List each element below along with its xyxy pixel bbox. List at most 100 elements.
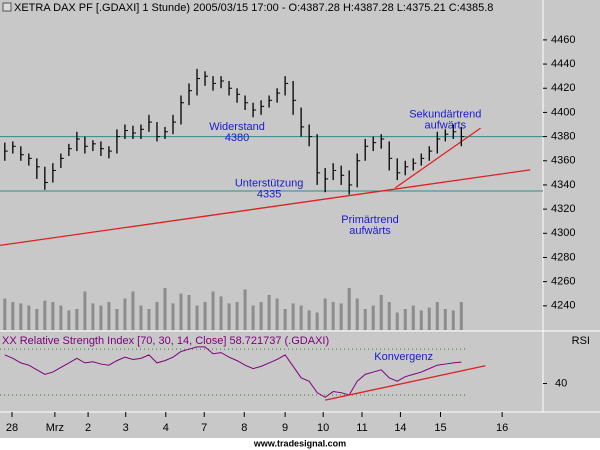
volume-bar xyxy=(179,293,183,330)
volume-bar xyxy=(139,305,143,330)
volume-bar xyxy=(403,309,407,330)
volume-bar xyxy=(443,309,447,330)
x-tick-label: 4 xyxy=(163,422,169,434)
volume-bar xyxy=(315,312,319,330)
volume-bar xyxy=(331,302,335,330)
annotation: Primärtrend xyxy=(341,214,398,226)
rsi-trend-line xyxy=(325,365,486,401)
y-tick-label: 4400 xyxy=(551,106,575,118)
x-tick-label: 7 xyxy=(201,422,207,434)
volume-bar xyxy=(155,302,159,330)
volume-bar xyxy=(123,298,127,330)
annotation: aufwärts xyxy=(425,120,467,132)
volume-bar xyxy=(115,309,119,330)
y-tick-label: 4280 xyxy=(551,251,575,263)
volume-bar xyxy=(59,305,63,330)
volume-bar xyxy=(43,300,47,330)
volume-bar xyxy=(83,291,87,330)
volume-bar xyxy=(3,298,7,330)
x-tick-label: Mrz xyxy=(46,422,64,434)
annotation: Widerstand xyxy=(209,121,265,133)
y-tick-label: 4360 xyxy=(551,155,575,167)
volume-bar xyxy=(75,309,79,330)
x-tick-label: 10 xyxy=(317,422,329,434)
volume-bar xyxy=(355,298,359,330)
annotation: 4380 xyxy=(225,132,249,144)
volume-bar xyxy=(427,307,431,330)
y-tick-label: 4460 xyxy=(551,34,575,46)
x-tick-label: 11 xyxy=(356,422,367,434)
annotation: Unterstützung xyxy=(235,178,303,190)
volume-bar xyxy=(227,303,231,330)
volume-bar xyxy=(299,305,303,330)
x-tick-label: 28 xyxy=(6,422,18,434)
annotation: Sekundärtrend xyxy=(409,109,481,121)
rsi-line xyxy=(4,346,462,398)
volume-bar xyxy=(411,305,415,330)
volume-bar xyxy=(99,305,103,330)
y-tick-label: 4440 xyxy=(551,58,575,70)
window-icon xyxy=(2,2,12,12)
volume-bar xyxy=(211,291,215,330)
annotation: 4335 xyxy=(257,189,281,201)
volume-bar xyxy=(203,302,207,330)
volume-bar xyxy=(67,310,71,330)
volume-bar xyxy=(195,305,199,330)
trend-line xyxy=(394,127,481,189)
volume-bar xyxy=(371,305,375,330)
volume-bar xyxy=(219,296,223,330)
trend-line xyxy=(0,169,531,247)
volume-bar xyxy=(187,295,191,330)
volume-bar xyxy=(379,295,383,330)
y-tick-label: 4260 xyxy=(551,276,575,288)
rsi-label: RSI xyxy=(572,335,590,347)
volume-bar xyxy=(267,295,271,330)
x-tick-label: 8 xyxy=(241,422,247,434)
x-tick-label: 9 xyxy=(282,422,288,434)
y-tick-label: 4300 xyxy=(551,227,575,239)
volume-bar xyxy=(347,288,351,330)
volume-bar xyxy=(251,305,255,330)
volume-bar xyxy=(459,302,463,330)
x-tick-label: 15 xyxy=(434,422,446,434)
volume-bar xyxy=(307,310,311,330)
volume-bar xyxy=(11,302,15,330)
volume-bar xyxy=(19,303,23,330)
volume-bar xyxy=(107,302,111,330)
x-tick-label: 14 xyxy=(394,422,406,434)
y-tick-label: 4380 xyxy=(551,130,575,142)
rsi-title: XX Relative Strength Index [70, 30, 14, … xyxy=(2,335,329,347)
volume-bar xyxy=(291,303,295,330)
volume-bar xyxy=(451,310,455,330)
volume-bar xyxy=(323,298,327,330)
y-tick-label: 4240 xyxy=(551,300,575,312)
volume-bar xyxy=(283,309,287,330)
volume-bar xyxy=(35,309,39,330)
footer: www.tradesignal.com xyxy=(253,438,346,448)
volume-bar xyxy=(235,302,239,330)
volume-bar xyxy=(363,309,367,330)
volume-bar xyxy=(339,303,343,330)
rsi-annotation: Konvergenz xyxy=(374,351,433,363)
y-tick-label: 4320 xyxy=(551,203,575,215)
x-tick-label: 16 xyxy=(496,422,508,434)
volume-bar xyxy=(147,309,151,330)
background xyxy=(0,0,600,438)
volume-bar xyxy=(163,288,167,330)
volume-bar xyxy=(91,303,95,330)
x-tick-label: 3 xyxy=(123,422,129,434)
volume-bar xyxy=(387,302,391,330)
rsi-tick-label: 40 xyxy=(555,377,567,389)
x-tick-label: 2 xyxy=(85,422,91,434)
volume-bar xyxy=(435,302,439,330)
y-tick-label: 4420 xyxy=(551,82,575,94)
volume-bar xyxy=(131,291,135,330)
chart-title: XETRA DAX PF [.GDAXI] 1 Stunde) 2005/03/… xyxy=(14,2,493,14)
volume-bar xyxy=(171,303,175,330)
volume-bar xyxy=(419,310,423,330)
volume-bar xyxy=(243,289,247,330)
volume-bar xyxy=(51,302,55,330)
volume-bar xyxy=(27,305,31,330)
annotation: aufwärts xyxy=(349,225,391,237)
